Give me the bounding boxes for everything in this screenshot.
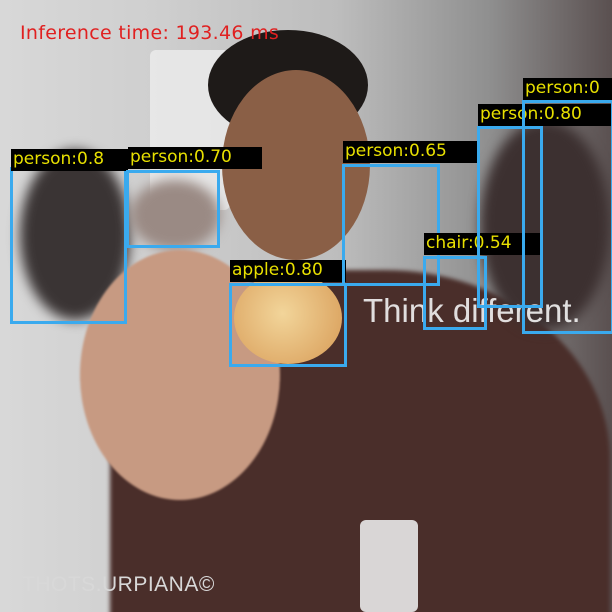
photo-caption: Think different. <box>363 292 581 329</box>
detection-box <box>10 167 127 324</box>
background-person-mid <box>130 180 220 250</box>
detection-box <box>477 126 543 308</box>
detection-label: person:0.65 <box>343 141 477 163</box>
apple <box>234 272 342 364</box>
detection-label: apple:0.80 <box>230 260 346 282</box>
detection-box <box>229 283 347 367</box>
photo-credit-watermark: THOTS.URPIANA© <box>22 573 215 596</box>
detection-label: person:0.8 <box>11 149 128 171</box>
detection-box <box>126 170 220 248</box>
detection-label: person:0.70 <box>128 147 262 169</box>
detection-label: person:0.80 <box>478 104 612 126</box>
detection-label: person:0 <box>523 78 612 100</box>
detection-box <box>522 100 612 334</box>
background-person-right <box>480 120 610 330</box>
lanyard-badge <box>360 520 418 612</box>
inference-time-label: Inference time: 193.46 ms <box>20 22 280 44</box>
detection-box <box>423 256 487 330</box>
detection-box <box>342 164 440 286</box>
detection-label: chair:0.54 <box>424 233 542 255</box>
